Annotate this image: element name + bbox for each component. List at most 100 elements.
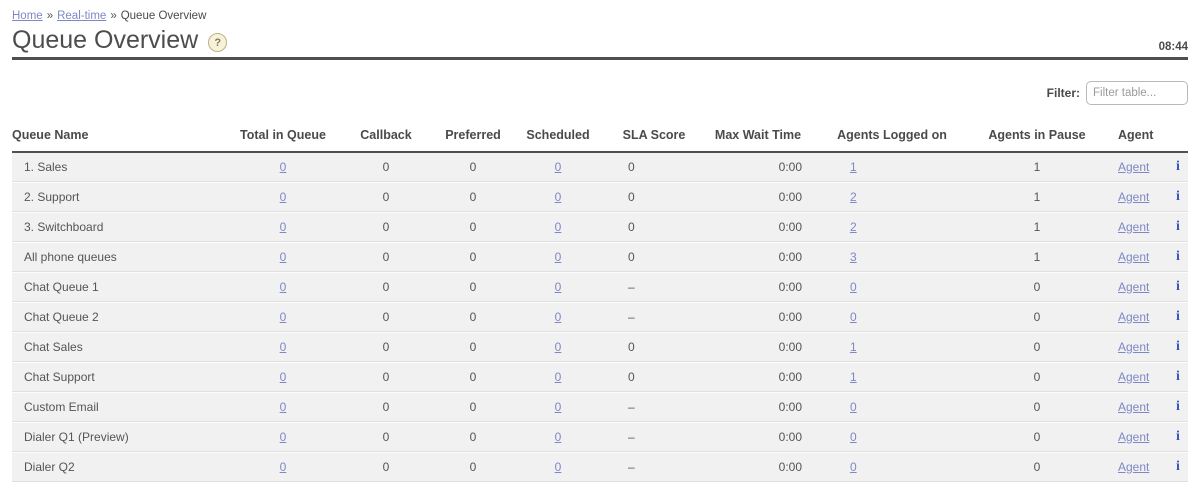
agent-link[interactable]: Agent (1118, 249, 1150, 264)
scheduled-link[interactable]: 0 (554, 399, 562, 414)
queue-name: 3. Switchboard (12, 211, 228, 242)
agent-link[interactable]: Agent (1118, 459, 1150, 474)
clock: 08:44 (1158, 40, 1188, 53)
scheduled-link[interactable]: 0 (554, 219, 562, 234)
agent-link-cell: Agent (1102, 181, 1168, 212)
callback-value: 0 (338, 361, 434, 392)
info-icon[interactable]: i (1176, 458, 1180, 474)
total-in-queue-link[interactable]: 0 (279, 219, 287, 234)
total-in-queue-link[interactable]: 0 (279, 309, 287, 324)
total-in-queue-link[interactable]: 0 (279, 339, 287, 354)
queue-name: Dialer Q1 (Preview) (12, 421, 228, 452)
agent-link-cell: Agent (1102, 331, 1168, 362)
agents-logged-on-link[interactable]: 0 (850, 459, 857, 474)
help-icon[interactable]: ? (208, 33, 228, 53)
agent-link[interactable]: Agent (1118, 189, 1150, 204)
scheduled-link[interactable]: 0 (554, 159, 562, 174)
max-wait-time-value: 0:00 (704, 451, 812, 482)
agents-logged-on-link[interactable]: 2 (850, 219, 857, 234)
scheduled-link[interactable]: 0 (554, 309, 562, 324)
max-wait-time-value: 0:00 (704, 211, 812, 242)
agent-link-cell: Agent (1102, 421, 1168, 452)
agents-logged-on-link[interactable]: 1 (850, 339, 857, 354)
max-wait-time-value: 0:00 (704, 421, 812, 452)
scheduled-link-cell: 0 (512, 421, 604, 452)
total-in-queue-link[interactable]: 0 (279, 279, 287, 294)
info-icon[interactable]: i (1176, 248, 1180, 264)
max-wait-time-value: 0:00 (704, 181, 812, 212)
scheduled-link[interactable]: 0 (554, 459, 562, 474)
filter-row: Filter: (12, 80, 1188, 105)
table-row: 1. Sales 0 0 0 0 0 0:00 1 1 Agent i (12, 152, 1188, 182)
info-icon[interactable]: i (1176, 158, 1180, 174)
sla-score-value: 0 (604, 331, 704, 362)
scheduled-link[interactable]: 0 (554, 279, 562, 294)
scheduled-link-cell: 0 (512, 152, 604, 182)
agent-link[interactable]: Agent (1118, 429, 1150, 444)
scheduled-link[interactable]: 0 (554, 189, 562, 204)
agents-logged-on-link[interactable]: 0 (850, 309, 857, 324)
agents-logged-on-link[interactable]: 2 (850, 189, 857, 204)
agent-link[interactable]: Agent (1118, 279, 1150, 294)
sla-score-value: 0 (604, 152, 704, 182)
agents-logged-on-link[interactable]: 1 (850, 369, 857, 384)
scheduled-link[interactable]: 0 (554, 339, 562, 354)
agents-logged-on-link-cell: 2 (812, 181, 972, 212)
preferred-value: 0 (434, 301, 512, 332)
info-icon[interactable]: i (1176, 398, 1180, 414)
column-header-agents-in-pause: Agents in Pause (972, 122, 1102, 153)
agent-link[interactable]: Agent (1118, 219, 1150, 234)
agent-link[interactable]: Agent (1118, 369, 1150, 384)
info-icon[interactable]: i (1176, 218, 1180, 234)
total-in-queue-link-cell: 0 (228, 211, 338, 242)
agents-logged-on-link[interactable]: 0 (850, 279, 857, 294)
agents-logged-on-link[interactable]: 1 (850, 159, 857, 174)
breadcrumb-item: Queue Overview (120, 10, 207, 22)
total-in-queue-link[interactable]: 0 (279, 249, 287, 264)
total-in-queue-link[interactable]: 0 (279, 189, 287, 204)
total-in-queue-link[interactable]: 0 (279, 159, 287, 174)
callback-value: 0 (338, 331, 434, 362)
agent-link[interactable]: Agent (1118, 399, 1150, 414)
info-icon[interactable]: i (1176, 368, 1180, 384)
scheduled-link[interactable]: 0 (554, 249, 562, 264)
agents-in-pause-value: 0 (972, 421, 1102, 452)
total-in-queue-link-cell: 0 (228, 421, 338, 452)
scheduled-link[interactable]: 0 (554, 369, 562, 384)
agent-link[interactable]: Agent (1118, 159, 1150, 174)
sla-score-value: 0 (604, 361, 704, 392)
table-row: Chat Support 0 0 0 0 0 0:00 1 0 Agent i (12, 361, 1188, 392)
total-in-queue-link[interactable]: 0 (279, 399, 287, 414)
agent-link[interactable]: Agent (1118, 309, 1150, 324)
agent-link[interactable]: Agent (1118, 339, 1150, 354)
info-icon[interactable]: i (1176, 338, 1180, 354)
column-header-max-wait-time: Max Wait Time (704, 122, 812, 153)
agent-link-cell: Agent (1102, 301, 1168, 332)
agents-logged-on-link[interactable]: 0 (850, 429, 857, 444)
queue-table: Queue Name Total in Queue Callback Preferre… (12, 122, 1188, 482)
info-icon[interactable]: i (1176, 188, 1180, 204)
column-header-sla-score: SLA Score (604, 122, 704, 153)
total-in-queue-link[interactable]: 0 (279, 369, 287, 384)
total-in-queue-link[interactable]: 0 (279, 429, 287, 444)
table-row: Dialer Q2 0 0 0 0–0:00 0 0 Agent i (12, 451, 1188, 482)
total-in-queue-link[interactable]: 0 (279, 459, 287, 474)
sla-score-value: – (604, 391, 704, 422)
agents-logged-on-link[interactable]: 0 (850, 399, 857, 414)
breadcrumb-item[interactable]: Real-time (57, 10, 107, 22)
column-header-agents-logged-on: Agents Logged on (812, 122, 972, 153)
info-icon[interactable]: i (1176, 278, 1180, 294)
column-header-queue-name: Queue Name (12, 122, 228, 153)
filter-input[interactable] (1086, 80, 1188, 105)
callback-value: 0 (338, 152, 434, 182)
agents-logged-on-link-cell: 1 (812, 331, 972, 362)
total-in-queue-link-cell: 0 (228, 271, 338, 302)
agent-link-cell: Agent (1102, 271, 1168, 302)
info-icon[interactable]: i (1176, 308, 1180, 324)
agents-logged-on-link[interactable]: 3 (850, 249, 857, 264)
breadcrumb-item[interactable]: Home (12, 10, 43, 22)
info-icon[interactable]: i (1176, 428, 1180, 444)
total-in-queue-link-cell: 0 (228, 331, 338, 362)
scheduled-link[interactable]: 0 (554, 429, 562, 444)
